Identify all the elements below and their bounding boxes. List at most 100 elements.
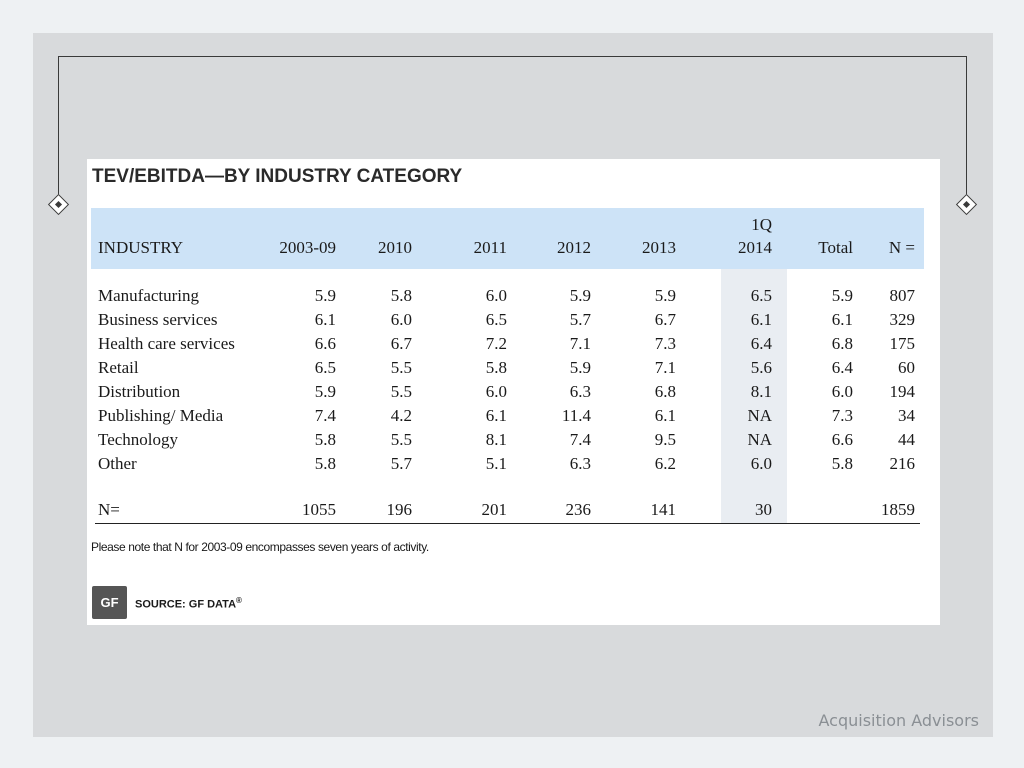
- source-label: SOURCE: GF DATA®: [135, 596, 242, 611]
- registered-mark: ®: [236, 596, 242, 605]
- row-value-cell: 7.4: [569, 430, 591, 449]
- bracket-right-line: [966, 56, 967, 197]
- row-value-cell: 6.3: [569, 454, 591, 473]
- totals-value-cell: 201: [481, 500, 508, 519]
- totals-value-cell: 30: [755, 500, 772, 519]
- row-value-cell: 4.2: [390, 406, 412, 425]
- row-value-cell: 5.5: [390, 358, 412, 377]
- table-footnote: Please note that N for 2003-09 encompass…: [91, 540, 429, 554]
- header-2010: 2010: [378, 238, 412, 257]
- header-2011: 2011: [473, 238, 507, 257]
- row-value-cell: 7.1: [654, 358, 676, 377]
- gf-data-logo: GF: [92, 586, 127, 619]
- row-value-cell: 11.4: [561, 406, 591, 425]
- header-n: N =: [888, 238, 915, 257]
- row-value-cell: 194: [889, 382, 916, 401]
- row-value-cell: 6.7: [390, 334, 412, 353]
- row-value-cell: 6.1: [314, 310, 336, 329]
- row-value-cell: 5.7: [569, 310, 591, 329]
- row-value-cell: 6.5: [485, 310, 507, 329]
- row-industry-label: Publishing/ Media: [98, 406, 224, 425]
- row-value-cell: 5.8: [314, 430, 336, 449]
- row-industry-label: Technology: [98, 430, 179, 449]
- header-2013: 2013: [642, 238, 676, 257]
- header-1q: 1Q: [751, 215, 772, 234]
- row-industry-label: Distribution: [98, 382, 181, 401]
- row-value-cell: 5.9: [314, 382, 336, 401]
- row-value-cell: 6.7: [654, 310, 676, 329]
- row-industry-label: Manufacturing: [98, 286, 200, 305]
- header-total: Total: [818, 238, 853, 257]
- row-value-cell: 6.2: [654, 454, 676, 473]
- table-bottom-rule: [95, 523, 920, 524]
- row-value-cell: 6.0: [831, 382, 853, 401]
- row-value-cell: 6.8: [831, 334, 853, 353]
- footer-brand: Acquisition Advisors: [818, 711, 980, 730]
- totals-label: N=: [98, 500, 120, 519]
- row-value-cell: 8.1: [485, 430, 507, 449]
- header-2003-09: 2003-09: [279, 238, 336, 257]
- row-value-cell: 6.0: [750, 454, 772, 473]
- totals-value-cell: 236: [565, 500, 592, 519]
- row-value-cell: 7.1: [569, 334, 591, 353]
- row-industry-label: Business services: [98, 310, 218, 329]
- row-value-cell: 8.1: [750, 382, 772, 401]
- totals-value-cell: 1055: [302, 500, 336, 519]
- row-industry-label: Retail: [98, 358, 139, 377]
- row-value-cell: 6.1: [831, 310, 853, 329]
- row-value-cell: 175: [889, 334, 916, 353]
- row-value-cell: 5.8: [314, 454, 336, 473]
- header-2014: 2014: [738, 238, 772, 257]
- row-value-cell: NA: [747, 406, 772, 425]
- row-value-cell: 5.1: [485, 454, 507, 473]
- row-value-cell: 6.3: [569, 382, 591, 401]
- row-value-cell: 5.8: [831, 454, 853, 473]
- row-value-cell: 7.4: [314, 406, 336, 425]
- row-value-cell: 6.8: [654, 382, 676, 401]
- row-industry-label: Health care services: [98, 334, 235, 353]
- row-value-cell: 5.9: [314, 286, 336, 305]
- totals-value-cell: 141: [650, 500, 677, 519]
- row-value-cell: 5.9: [831, 286, 853, 305]
- table-card: TEV/EBITDA—BY INDUSTRY CATEGORY INDUSTRY…: [87, 159, 940, 625]
- row-value-cell: 9.5: [654, 430, 676, 449]
- row-value-cell: 60: [898, 358, 915, 377]
- row-value-cell: 6.4: [831, 358, 853, 377]
- row-value-cell: 6.1: [485, 406, 507, 425]
- row-value-cell: 6.6: [831, 430, 853, 449]
- row-value-cell: 6.4: [750, 334, 772, 353]
- row-value-cell: 216: [889, 454, 916, 473]
- row-value-cell: 5.7: [390, 454, 412, 473]
- row-value-cell: 6.1: [750, 310, 772, 329]
- row-value-cell: 7.2: [485, 334, 507, 353]
- row-value-cell: 6.5: [750, 286, 772, 305]
- row-value-cell: 5.5: [390, 382, 412, 401]
- row-value-cell: 7.3: [831, 406, 853, 425]
- table-header-band: [91, 208, 924, 269]
- row-value-cell: 6.5: [314, 358, 336, 377]
- row-value-cell: 5.5: [390, 430, 412, 449]
- table-title: TEV/EBITDA—BY INDUSTRY CATEGORY: [92, 166, 463, 187]
- row-value-cell: 44: [898, 430, 915, 449]
- header-industry: INDUSTRY: [98, 238, 184, 257]
- row-value-cell: 5.8: [390, 286, 412, 305]
- totals-value-cell: 1859: [881, 500, 915, 519]
- row-value-cell: 5.8: [485, 358, 507, 377]
- row-value-cell: 7.3: [654, 334, 676, 353]
- row-value-cell: 6.1: [654, 406, 676, 425]
- bracket-left-line: [58, 56, 59, 197]
- row-value-cell: 329: [889, 310, 916, 329]
- row-value-cell: 6.0: [485, 286, 507, 305]
- bracket-top-line: [58, 56, 967, 57]
- row-value-cell: 5.6: [750, 358, 772, 377]
- row-value-cell: 5.9: [569, 358, 591, 377]
- row-value-cell: 6.0: [485, 382, 507, 401]
- row-value-cell: 34: [898, 406, 915, 425]
- row-value-cell: NA: [747, 430, 772, 449]
- totals-value-cell: 196: [386, 500, 413, 519]
- row-industry-label: Other: [98, 454, 137, 473]
- row-value-cell: 6.6: [314, 334, 336, 353]
- row-value-cell: 6.0: [390, 310, 412, 329]
- highlight-column-1q-2014: [721, 269, 787, 523]
- row-value-cell: 807: [889, 286, 916, 305]
